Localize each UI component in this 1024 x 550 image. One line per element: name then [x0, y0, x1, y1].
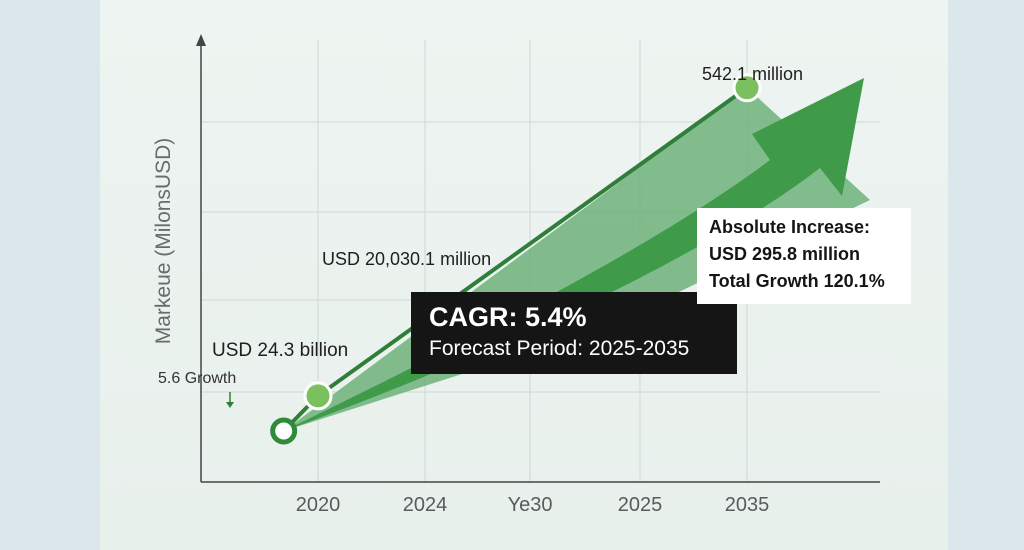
x-tick-label: 2025	[617, 494, 663, 516]
x-tick-label: 2024	[402, 494, 448, 516]
left-margin	[0, 0, 100, 550]
data-point-marker	[303, 381, 333, 411]
mid-annotation: USD 20,030.1 million	[322, 249, 492, 269]
increase-callout: Absolute Increase: USD 295.8 million Tot…	[697, 208, 911, 304]
data-point-marker	[270, 417, 298, 445]
cagr-callout: CAGR: 5.4% Forecast Period: 2025-2035	[411, 292, 737, 374]
data-point-marker	[732, 73, 762, 103]
x-tick-label: 2020	[295, 494, 341, 516]
y-axis-arrowhead	[196, 34, 206, 46]
cagr-title: CAGR: 5.4%	[429, 302, 587, 332]
growth-pointer-head	[226, 402, 234, 408]
point-2020-label: USD 24.3 billion	[212, 340, 349, 361]
increase-line-2: USD 295.8 million	[709, 244, 861, 264]
forecast-period: Forecast Period: 2025-2035	[429, 337, 690, 360]
start-growth-label: 5.6 Growth	[158, 370, 237, 387]
increase-line-1: Absolute Increase:	[709, 217, 871, 237]
x-tick-label: Ye30	[507, 494, 553, 516]
y-axis-label: Markeue (MilonsUSD)	[152, 137, 175, 345]
x-tick-label: 2035	[724, 494, 770, 516]
growth-arrow	[283, 78, 864, 431]
right-margin	[948, 0, 1024, 550]
increase-line-3: Total Growth 120.1%	[709, 271, 885, 291]
point-2035-label: 542.1 million	[702, 64, 804, 84]
